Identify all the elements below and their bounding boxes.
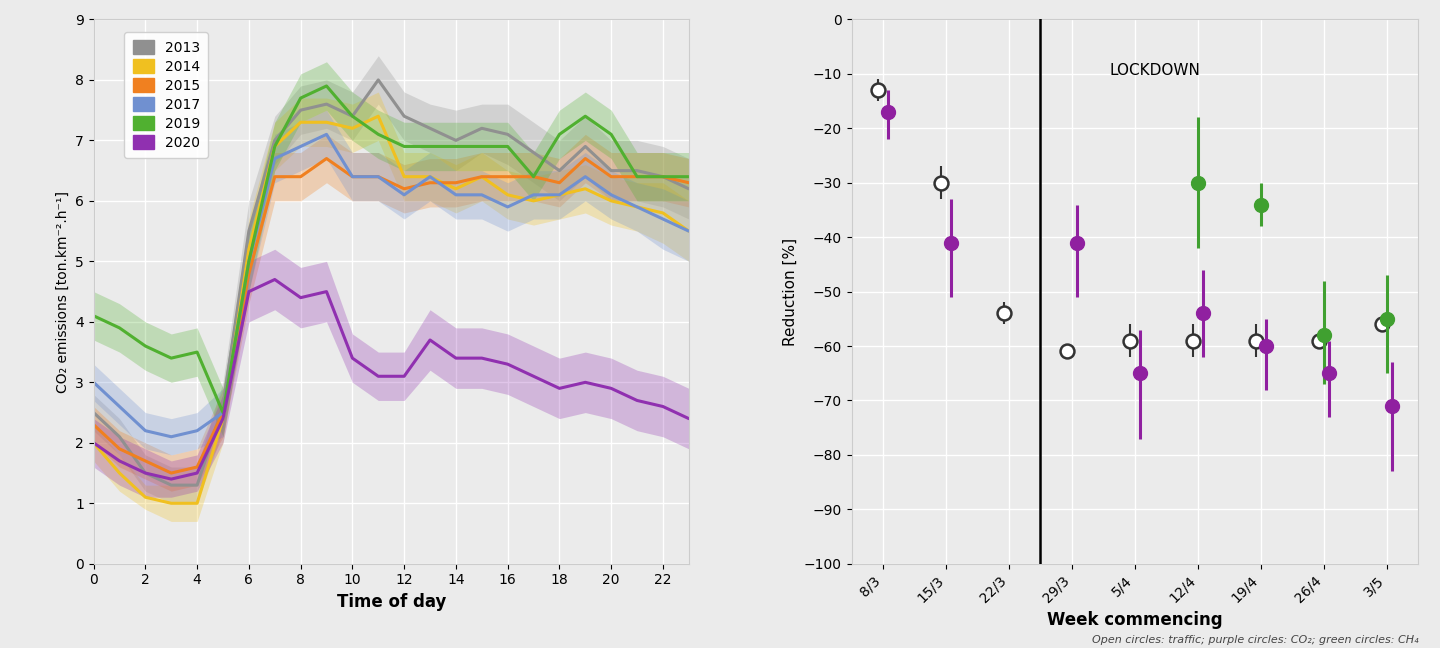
Text: Open circles: traffic; purple circles: CO₂; green circles: CH₄: Open circles: traffic; purple circles: C… bbox=[1092, 635, 1418, 645]
Legend: 2013, 2014, 2015, 2017, 2019, 2020: 2013, 2014, 2015, 2017, 2019, 2020 bbox=[124, 32, 209, 158]
Y-axis label: Reduction [%]: Reduction [%] bbox=[783, 238, 798, 345]
Y-axis label: CO₂ emissions [ton.km⁻².h⁻¹]: CO₂ emissions [ton.km⁻².h⁻¹] bbox=[56, 191, 69, 393]
X-axis label: Time of day: Time of day bbox=[337, 593, 446, 611]
X-axis label: Week commencing: Week commencing bbox=[1047, 611, 1223, 629]
Text: LOCKDOWN: LOCKDOWN bbox=[1110, 63, 1201, 78]
